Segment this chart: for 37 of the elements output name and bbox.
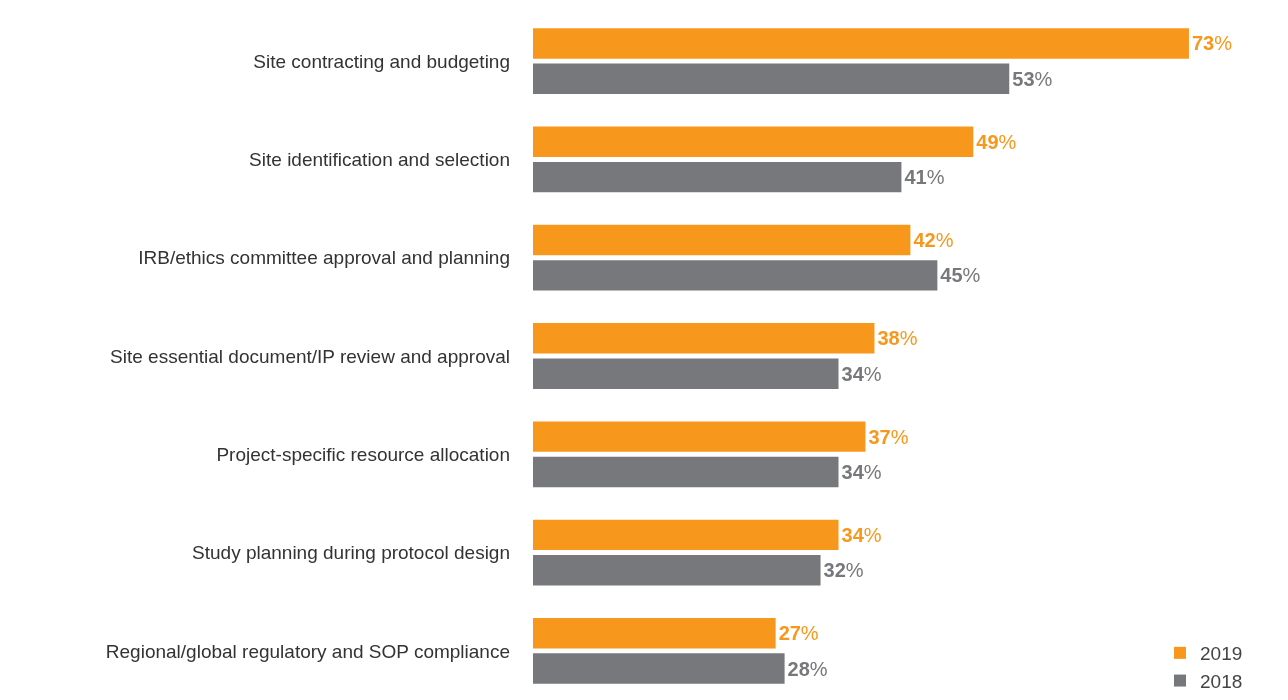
data-label: 34% — [841, 523, 882, 546]
y-tick-label: Site identification and selection — [249, 149, 510, 171]
data-label: 27% — [778, 622, 819, 645]
bar — [533, 63, 1010, 95]
bar — [533, 28, 1189, 59]
data-label: 34% — [841, 460, 882, 483]
bar — [533, 260, 938, 291]
bar — [533, 555, 821, 586]
data-label: 73% — [1191, 32, 1233, 55]
y-tick-label: Study planning during protocol design — [192, 542, 510, 564]
data-label: 37% — [868, 425, 909, 448]
legend-label: 2019 — [1200, 643, 1243, 665]
bar — [533, 653, 785, 684]
data-label: 42% — [913, 229, 954, 252]
bar — [533, 617, 776, 649]
data-label: 45% — [940, 264, 981, 287]
data-label: 34% — [841, 362, 882, 385]
y-tick-label: Site contracting and budgeting — [253, 50, 510, 72]
legend-label: 2018 — [1200, 670, 1243, 692]
bar — [533, 421, 866, 452]
bar — [533, 224, 911, 256]
data-label: 53% — [1012, 67, 1053, 90]
data-label: 49% — [976, 130, 1017, 153]
data-label: 28% — [787, 657, 828, 680]
bar — [533, 126, 974, 157]
bar — [533, 358, 839, 389]
bar — [533, 519, 839, 551]
y-tick-label: Site essential document/IP review and approval — [110, 345, 510, 367]
bar — [533, 161, 902, 193]
data-label: 38% — [877, 327, 918, 350]
bar — [533, 323, 875, 354]
data-label: 41% — [904, 166, 945, 189]
y-tick-label: Regional/global regulatory and SOP compliance — [105, 640, 510, 662]
y-tick-label: Project-specific resource allocation — [216, 443, 510, 465]
data-label: 32% — [823, 559, 864, 582]
y-tick-label: IRB/ethics committee approval and planning — [138, 247, 510, 269]
bar — [533, 456, 839, 488]
